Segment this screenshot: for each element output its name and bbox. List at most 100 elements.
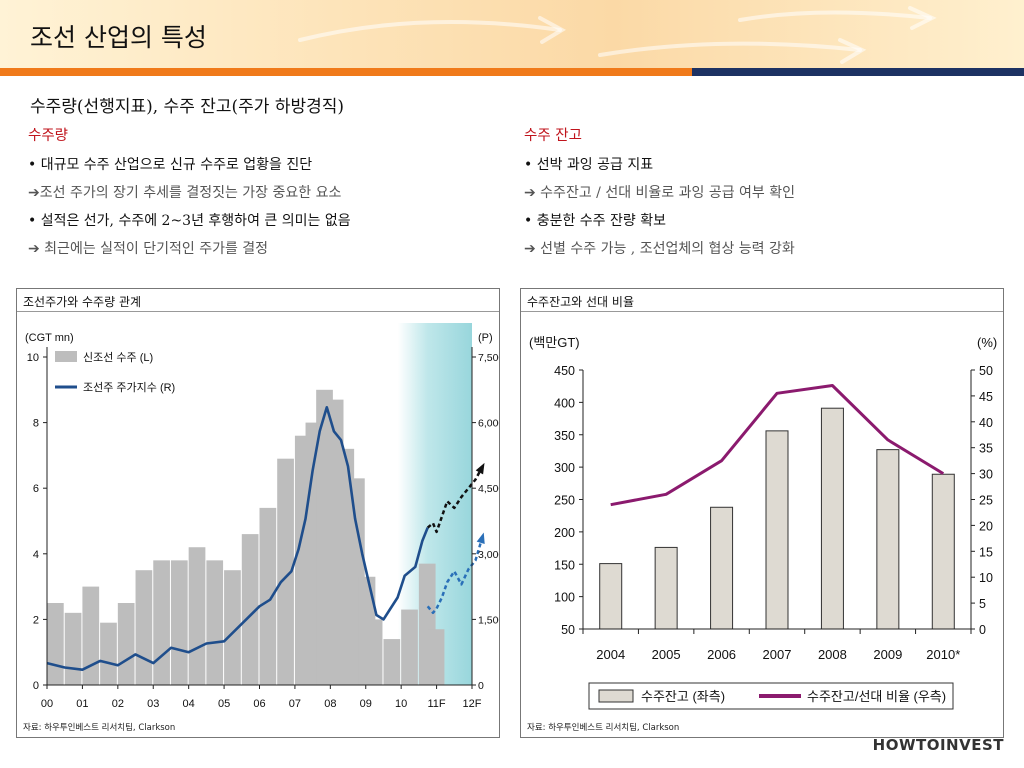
right-tick-label: 35 <box>979 442 993 456</box>
x-tick-label: 2005 <box>652 647 681 662</box>
x-tick-label: 03 <box>147 698 159 710</box>
x-tick-label: 2008 <box>818 647 847 662</box>
left-tick-label: 100 <box>554 591 575 605</box>
header-band-orange <box>0 68 692 76</box>
left-axis-unit: (CGT mn) <box>25 332 74 344</box>
left-source-note: 자료: 하우투인베스트 리서치팀, Clarkson <box>23 723 176 733</box>
header-banner: 조선 산업의 특성 <box>0 0 1024 68</box>
order-bar <box>259 507 277 685</box>
left-tick-label: 50 <box>561 623 575 637</box>
backlog-bar <box>820 407 844 630</box>
forecast-arrowhead-black <box>475 462 485 475</box>
left-chart-panel: 조선주가와 수주량 관계 02 4 6 8 10 0 1,500 3,000 4,500 6,00… <box>16 288 500 738</box>
left-bullet-2: • 설적은 선가, 수주에 2~3년 후행하여 큰 의미는 없음 <box>28 213 351 229</box>
right-axis-unit: (P) <box>478 332 493 344</box>
order-bar <box>427 629 445 685</box>
backlog-bar <box>599 563 623 630</box>
left-text-column: 수주량 • 대규모 수주 산업으로 신규 수주로 업황을 진단 ➔조선 주가의 … <box>28 124 498 267</box>
backlog-bar <box>876 449 900 630</box>
howtoinvest-logo: HOWTOINVEST <box>872 736 1004 754</box>
x-tick-label: 01 <box>76 698 88 710</box>
legend-swatch-orders <box>55 351 77 362</box>
left-tick-label: 4 <box>33 549 39 561</box>
order-bar <box>277 458 294 685</box>
order-bar <box>153 560 170 685</box>
left-tick-label: 300 <box>554 461 575 475</box>
left-tick-label: 150 <box>554 558 575 572</box>
left-tick-label: 0 <box>33 680 39 692</box>
order-bar <box>117 603 135 685</box>
x-tick-label: 09 <box>360 698 372 710</box>
right-chart-panel: 수주잔고와 선대 비율 50 100 150 200 250 300 350 400 450 0 5… <box>520 288 1004 738</box>
left-axis-unit: (백만GT) <box>529 335 580 350</box>
right-panel-title: 수주잔고와 선대 비율 <box>527 295 634 309</box>
order-bar <box>188 547 206 685</box>
right-tick-label: 3,000 <box>478 549 499 561</box>
page-title: 조선 산업의 특성 <box>30 23 207 52</box>
right-panel-divider <box>521 311 1003 312</box>
right-tick-label: 4,500 <box>478 483 499 495</box>
x-tick-label: 06 <box>253 698 265 710</box>
right-tick-label: 5 <box>979 597 986 611</box>
x-tick-label: 07 <box>289 698 301 710</box>
right-tick-label: 15 <box>979 545 993 559</box>
shipbuilding-orders-chart: 024681001,5003,0004,5006,0007,5000001020… <box>25 323 499 710</box>
decorative-arrows-icon <box>298 6 937 64</box>
right-tick-label: 20 <box>979 519 993 533</box>
left-arrow-1: ➔조선 주가의 장기 추세를 결정짓는 가장 중요한 요소 <box>28 185 342 201</box>
right-bullet-2: • 충분한 수주 잔량 확보 <box>524 213 666 229</box>
x-tick-label: 00 <box>41 698 53 710</box>
order-bar <box>135 570 153 685</box>
right-tick-label: 1,500 <box>478 614 499 626</box>
order-bar <box>365 619 383 685</box>
left-arrow-2: ➔ 최근에는 실적이 단기적인 주가를 결정 <box>28 241 269 257</box>
x-tick-label: 04 <box>183 698 195 710</box>
x-tick-label: 02 <box>112 698 124 710</box>
legend-label-ratio: 수주잔고/선대 비율 (우측) <box>807 689 946 704</box>
left-heading: 수주량 <box>28 128 69 144</box>
left-tick-label: 250 <box>554 494 575 508</box>
right-heading: 수주 잔고 <box>524 128 582 144</box>
order-bar <box>47 603 64 685</box>
legend-label-backlog: 수주잔고 (좌측) <box>641 689 725 704</box>
left-panel-title: 조선주가와 수주량 관계 <box>23 295 142 309</box>
left-tick-label: 450 <box>554 364 575 378</box>
right-tick-label: 30 <box>979 468 993 482</box>
right-tick-label: 10 <box>979 571 993 585</box>
left-tick-label: 10 <box>27 352 39 364</box>
x-tick-label: 2006 <box>707 647 736 662</box>
x-tick-label: 12F <box>463 698 482 710</box>
left-tick-label: 400 <box>554 396 575 410</box>
right-source-note: 자료: 하우투인베스트 리서치팀, Clarkson <box>527 723 680 733</box>
order-backlog-chart: 50 100 150 200 250 300 350 400 450 0 5 10 15 20 25 30 35… <box>529 335 997 710</box>
left-tick-label: 6 <box>33 483 39 495</box>
x-tick-label: 2010* <box>926 647 960 662</box>
x-tick-label: 10 <box>395 698 407 710</box>
header-band-navy <box>692 68 1024 76</box>
order-bar <box>241 534 259 685</box>
order-bar <box>206 560 224 685</box>
left-tick-label: 8 <box>33 418 39 430</box>
left-tick-label: 2 <box>33 614 39 626</box>
left-tick-label: 350 <box>554 429 575 443</box>
right-arrow-2: ➔ 선별 수주 가능 , 조선업체의 협상 능력 강화 <box>524 241 795 257</box>
right-tick-label: 25 <box>979 494 993 508</box>
x-tick-label: 08 <box>324 698 336 710</box>
backlog-ratio-line <box>610 384 945 507</box>
stock-index-line <box>46 406 429 672</box>
order-bar <box>64 612 82 685</box>
right-arrow-1: ➔ 수주잔고 / 선대 비율로 과잉 공급 여부 확인 <box>524 185 796 201</box>
backlog-bar <box>931 473 955 630</box>
order-bar <box>170 560 188 685</box>
right-tick-label: 0 <box>979 623 986 637</box>
backlog-bar <box>765 430 789 630</box>
right-tick-label: 6,000 <box>478 418 499 430</box>
section-subtitle: 수주량(선행지표), 수주 잔고(주가 하방경직) <box>30 97 345 117</box>
legend-label-index: 조선주 주가지수 (R) <box>83 381 175 394</box>
right-tick-label: 45 <box>979 390 993 404</box>
x-tick-label: 2009 <box>873 647 902 662</box>
right-text-column: 수주 잔고 • 선박 과잉 공급 지표 ➔ 수주잔고 / 선대 비율로 과잉 공… <box>524 124 1004 267</box>
left-tick-label: 200 <box>554 526 575 540</box>
x-tick-label: 2004 <box>596 647 625 662</box>
order-bar <box>224 570 241 685</box>
